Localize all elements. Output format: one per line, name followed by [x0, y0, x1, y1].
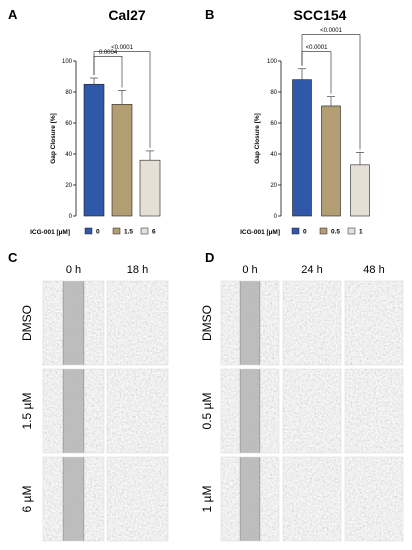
row-label: 6 µM — [20, 486, 34, 513]
micrograph-border — [42, 368, 105, 454]
legend-title: ICG-001 [µM] — [30, 229, 70, 236]
bar — [83, 83, 105, 217]
row-label: DMSO — [20, 305, 34, 341]
micrograph-border — [282, 456, 342, 542]
chart-scc154: SCC154 0 20 40 60 80 100 Gap Closure [%] <0.0001… — [240, 7, 370, 236]
chart-title: Cal27 — [108, 7, 146, 23]
legend-title: ICG-001 [µM] — [240, 229, 280, 236]
scratch-gap — [240, 369, 260, 453]
legend-swatch — [347, 227, 356, 235]
micrograph-border — [344, 368, 404, 454]
micrograph-border — [282, 368, 342, 454]
micrograph-border — [220, 456, 280, 542]
column-header: 0 h — [66, 264, 81, 276]
micrograph-image — [107, 281, 168, 365]
panel-letter-d: D — [205, 250, 214, 265]
p-value-label: 0.0004 — [99, 50, 118, 56]
row-label: DMSO — [200, 305, 214, 341]
micrograph-border — [282, 280, 342, 366]
legend-swatch — [291, 227, 300, 235]
y-tick-label: 80 — [65, 90, 72, 96]
micrograph-border — [106, 368, 169, 454]
scratch-gap — [63, 369, 84, 453]
significance-bracket — [301, 34, 361, 150]
column-header: 0 h — [242, 264, 257, 276]
y-tick-label: 20 — [270, 183, 277, 189]
legend-label: 1.5 — [124, 229, 133, 236]
bar — [292, 79, 312, 217]
chart-title: SCC154 — [294, 7, 347, 23]
bar — [350, 164, 370, 217]
micrograph-border — [220, 280, 280, 366]
micrograph-grid-d: 0 h 24 h 48 h DMSO 0.5 µM 1 µM — [200, 264, 404, 542]
column-header: 24 h — [301, 264, 322, 276]
micrograph-grid-c: 0 h 18 h DMSO 1.5 µM 6 µM — [20, 264, 169, 542]
y-axis-label: Gap Closure [%] — [254, 113, 261, 164]
p-value-label: <0.0001 — [320, 28, 343, 34]
bar — [111, 104, 133, 217]
micrograph-image — [283, 457, 341, 541]
micrograph-border — [220, 368, 280, 454]
micrograph-image — [345, 369, 403, 453]
micrograph-image — [283, 281, 341, 365]
y-tick-label: 20 — [65, 183, 72, 189]
row-label: 1.5 µM — [20, 393, 34, 430]
significance-bracket — [93, 51, 151, 148]
y-tick-label: 100 — [267, 59, 278, 65]
y-tick-label: 80 — [270, 90, 277, 96]
panel-letter-a: A — [8, 7, 18, 22]
y-tick-label: 60 — [65, 121, 72, 127]
row-label: 1 µM — [200, 486, 214, 513]
column-header: 48 h — [363, 264, 384, 276]
panel-letter-c: C — [8, 250, 18, 265]
micrograph-image — [345, 457, 403, 541]
legend-label: 0.5 — [331, 229, 340, 236]
micrograph-image — [107, 369, 168, 453]
micrograph-border — [344, 456, 404, 542]
micrograph-image — [345, 281, 403, 365]
bar — [139, 159, 161, 217]
micrograph-border — [106, 456, 169, 542]
significance-bracket — [93, 56, 123, 88]
row-label: 0.5 µM — [200, 393, 214, 430]
bar — [321, 105, 341, 217]
legend-label: 0 — [303, 229, 307, 236]
panel-letter-b: B — [205, 7, 214, 22]
legend-swatch — [319, 227, 328, 235]
y-tick-label: 40 — [270, 152, 277, 158]
legend-label: 1 — [359, 229, 363, 236]
micrograph-border — [42, 280, 105, 366]
legend-label: 6 — [152, 229, 156, 236]
scratch-gap — [240, 457, 260, 541]
legend-swatch — [112, 227, 121, 235]
p-value-label: <0.0001 — [306, 45, 329, 51]
column-header: 18 h — [127, 264, 148, 276]
scratch-gap — [240, 281, 260, 365]
micrograph-border — [106, 280, 169, 366]
micrograph-border — [42, 456, 105, 542]
y-tick-label: 100 — [62, 59, 73, 65]
scratch-gap — [63, 457, 84, 541]
micrograph-image — [283, 369, 341, 453]
legend-swatch — [84, 227, 93, 235]
legend-swatch — [140, 227, 149, 235]
micrograph-image — [107, 457, 168, 541]
y-axis-label: Gap Closure [%] — [50, 113, 57, 164]
y-tick-label: 0 — [69, 214, 73, 220]
scratch-gap — [63, 281, 84, 365]
p-value-label: <0.0001 — [111, 45, 134, 51]
y-tick-label: 40 — [65, 152, 72, 158]
micrograph-border — [344, 280, 404, 366]
legend-label: 0 — [96, 229, 100, 236]
y-tick-label: 0 — [274, 214, 278, 220]
y-tick-label: 60 — [270, 121, 277, 127]
